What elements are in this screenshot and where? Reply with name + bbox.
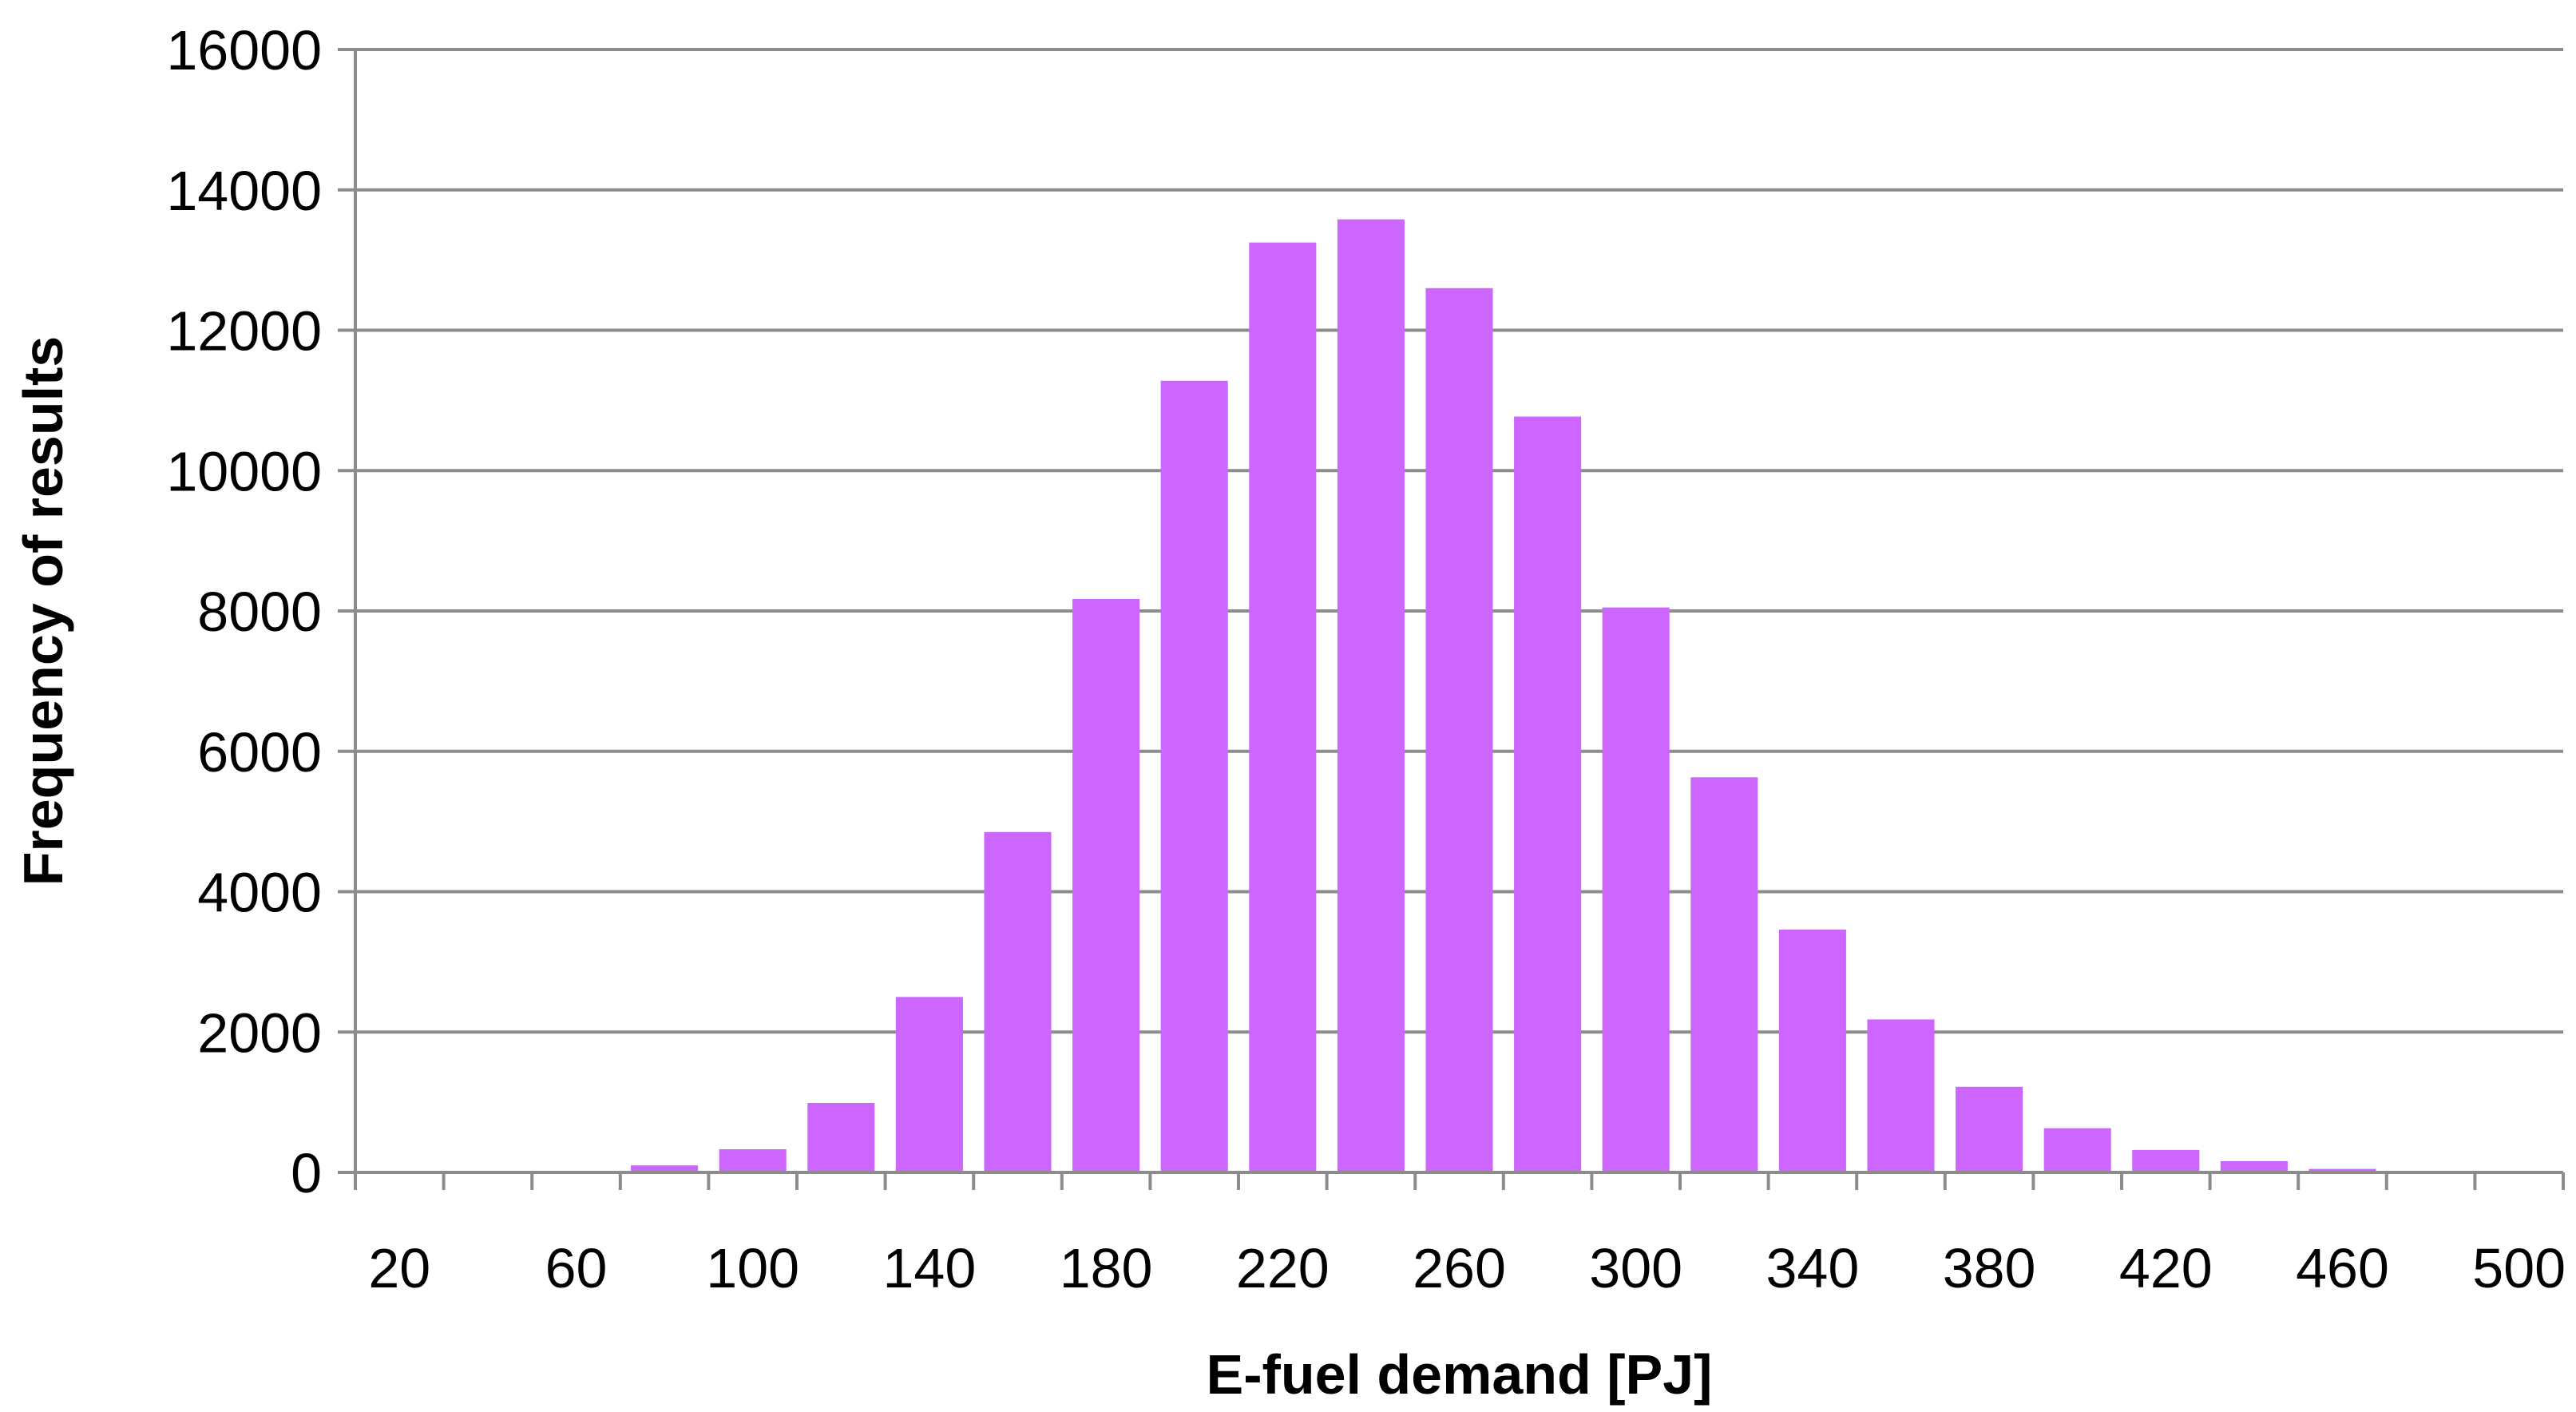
x-tick-label: 220 (1236, 1237, 1330, 1299)
bar-series (631, 219, 2376, 1173)
y-tick-label: 12000 (166, 300, 322, 363)
bar-180 (1072, 599, 1140, 1172)
x-tick-label: 180 (1060, 1237, 1153, 1299)
bar-280 (1514, 416, 1582, 1172)
bar-100 (719, 1149, 787, 1172)
y-tick-label: 16000 (166, 19, 322, 81)
bar-220 (1249, 242, 1317, 1172)
y-axis-title: Frequency of results (12, 336, 74, 886)
y-tick-label: 8000 (197, 581, 322, 643)
bar-260 (1425, 288, 1493, 1172)
bar-400 (2043, 1128, 2111, 1172)
x-tick-labels: 20 60 100 140 180 220 260 300 340 380 420 460 500 (368, 1237, 2566, 1299)
y-tick-label: 10000 (166, 440, 322, 502)
x-tick-label: 460 (2296, 1237, 2389, 1299)
bar-240 (1337, 219, 1405, 1173)
bar-200 (1160, 380, 1228, 1172)
bar-420 (2132, 1149, 2200, 1172)
y-tick-labels: 0 2000 4000 6000 8000 10000 12000 14000 16000 (166, 19, 355, 1204)
bar-380 (1956, 1086, 2023, 1172)
x-tick-label: 140 (883, 1237, 977, 1299)
y-tick-label: 4000 (197, 862, 322, 924)
x-axis-title: E-fuel demand [PJ] (1207, 1343, 1713, 1406)
bar-300 (1602, 607, 1670, 1172)
y-tick-label: 2000 (197, 1001, 322, 1064)
x-tick-label: 420 (2119, 1237, 2213, 1299)
bar-360 (1867, 1019, 1935, 1172)
x-tick-label: 380 (1943, 1237, 2036, 1299)
bar-340 (1778, 929, 1846, 1172)
y-tick-label: 0 (291, 1142, 322, 1204)
x-tick-label: 60 (545, 1237, 608, 1299)
x-tick-label: 100 (706, 1237, 799, 1299)
bar-160 (984, 831, 1052, 1172)
x-tick-label: 300 (1589, 1237, 1682, 1299)
bar-120 (807, 1103, 875, 1172)
y-tick-label: 14000 (166, 160, 322, 222)
y-tick-label: 6000 (197, 721, 322, 783)
x-tick-label: 260 (1413, 1237, 1506, 1299)
x-tick-label: 500 (2472, 1237, 2566, 1299)
bar-320 (1690, 777, 1758, 1172)
bar-140 (895, 997, 963, 1172)
bar-460 (2308, 1168, 2376, 1172)
x-tick-label: 20 (368, 1237, 430, 1299)
x-tick-label: 340 (1766, 1237, 1860, 1299)
bar-80 (631, 1165, 699, 1172)
bar-440 (2220, 1160, 2288, 1172)
